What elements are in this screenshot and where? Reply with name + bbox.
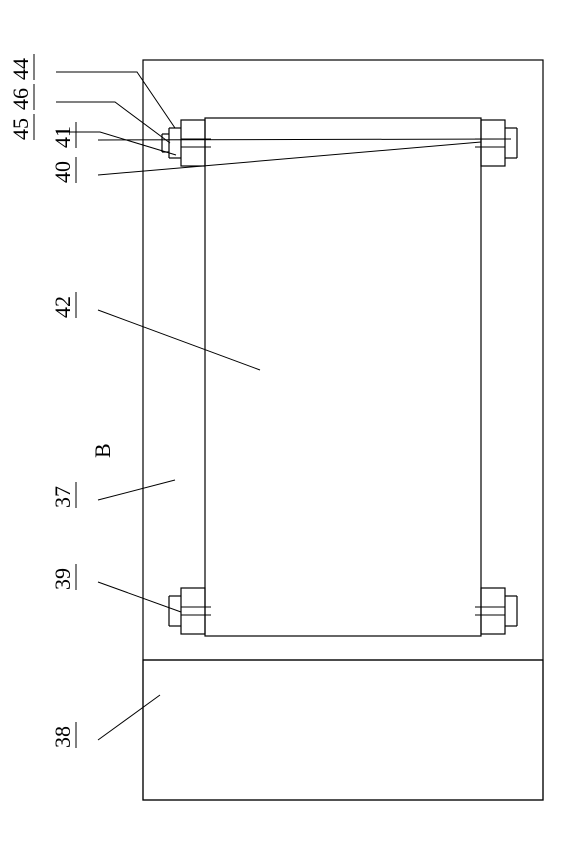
bracket-bottom-left-body [481, 120, 505, 166]
leader-41 [98, 139, 511, 140]
label-44: 44 [8, 58, 33, 80]
inner-rect-42 [205, 118, 481, 636]
engineering-drawing: B 38 39 37 42 40 41 44 46 45 [0, 0, 588, 863]
label-38: 38 [50, 726, 75, 748]
leader-37 [98, 480, 175, 500]
bracket-top-right-body [181, 588, 205, 634]
label-37: 37 [50, 486, 75, 508]
bracket-bottom-right-body [481, 588, 505, 634]
leader-40 [98, 142, 481, 175]
leader-42 [98, 310, 260, 370]
label-45: 45 [8, 118, 33, 140]
view-label: B [90, 443, 115, 458]
bracket-top-left-body [181, 120, 205, 166]
label-42: 42 [50, 296, 75, 318]
label-41: 41 [50, 126, 75, 148]
label-39: 39 [50, 568, 75, 590]
label-40: 40 [50, 161, 75, 183]
right-block-38 [143, 660, 543, 800]
label-46: 46 [8, 88, 33, 110]
leader-38 [98, 695, 160, 740]
leader-44 [56, 72, 175, 128]
outer-frame [143, 60, 543, 800]
